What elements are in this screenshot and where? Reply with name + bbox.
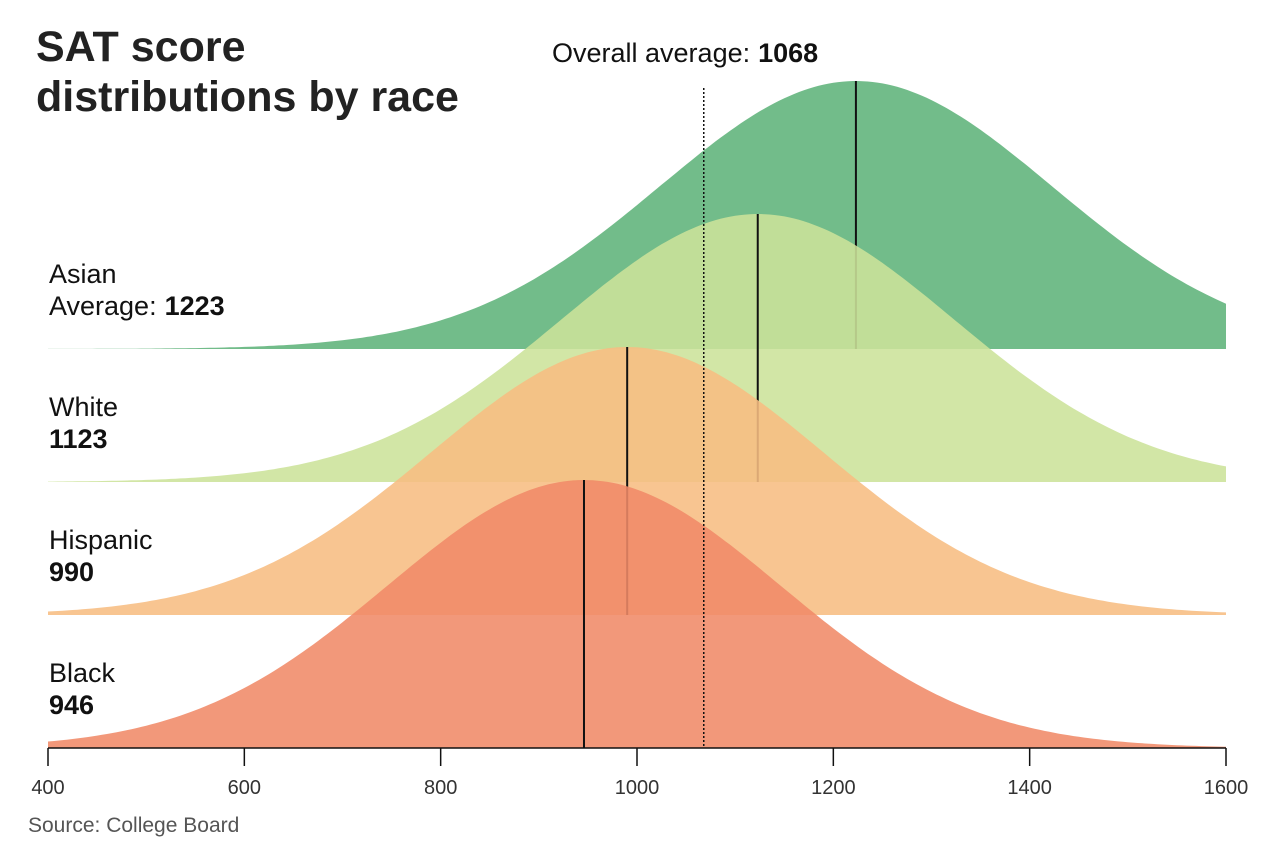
average-prefix: Average: (49, 291, 157, 321)
x-tick-label: 400 (31, 777, 64, 799)
series-average: 946 (49, 690, 94, 720)
ridge (48, 480, 1226, 748)
x-tick-label: 800 (424, 777, 457, 799)
series-average: Average: 1223 (49, 291, 225, 321)
average-value: 1223 (165, 291, 225, 321)
ridge (48, 81, 1226, 349)
series-name: Asian (49, 259, 117, 289)
overall-average-label: Overall average: 1068 (552, 38, 818, 68)
overall-label: Overall average: (552, 38, 750, 68)
source: Source: College Board (28, 814, 239, 837)
overall-value: 1068 (758, 38, 818, 68)
average-value: 946 (49, 690, 94, 720)
average-value: 990 (49, 557, 94, 587)
x-tick-label: 1400 (1007, 777, 1052, 799)
series-name: Hispanic (49, 525, 153, 555)
x-tick-label: 1000 (615, 777, 660, 799)
series-average: 1123 (49, 424, 108, 454)
series-name: Black (49, 658, 116, 688)
ridge (48, 347, 1226, 615)
series-average: 990 (49, 557, 94, 587)
x-tick-label: 1200 (811, 777, 856, 799)
chart-title: SAT score distributions by race (36, 23, 459, 121)
x-tick-label: 600 (228, 777, 261, 799)
average-value: 1123 (49, 424, 108, 454)
series-name: White (49, 392, 118, 422)
x-tick-label: 1600 (1204, 777, 1249, 799)
